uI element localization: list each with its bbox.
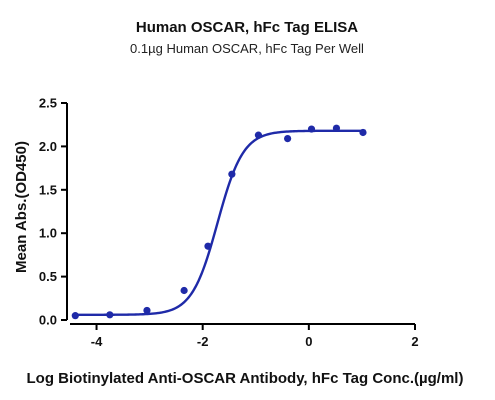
y-tick-label: 2.5	[39, 96, 57, 111]
data-point	[332, 124, 341, 132]
data-point	[359, 128, 367, 137]
data-point	[284, 134, 292, 143]
y-tick-label: 2.0	[39, 139, 57, 154]
data-point	[71, 312, 79, 320]
y-tick-label: 1.0	[39, 226, 57, 241]
data-point	[307, 125, 316, 133]
x-tick-label: 0	[305, 334, 312, 349]
x-axis-label: Log Biotinylated Anti-OSCAR Antibody, hF…	[27, 370, 464, 387]
data-point	[106, 311, 114, 319]
axes: 0.0 0.5 1.0 1.5 2.0 2.5 -4 -2 0 2	[39, 96, 419, 350]
chart-title: Human OSCAR, hFc Tag ELISA	[136, 19, 358, 36]
x-tick-label: -4	[91, 334, 103, 349]
y-tick-label: 0.0	[39, 313, 57, 328]
data-point	[180, 286, 188, 295]
y-axis-label: Mean Abs.(OD450)	[13, 141, 30, 273]
x-tick-label: 2	[411, 334, 418, 349]
y-tick-label: 1.5	[39, 182, 57, 197]
plot-area	[71, 124, 367, 320]
y-tick-label: 0.5	[39, 269, 57, 284]
data-point	[204, 242, 212, 250]
data-point	[143, 306, 151, 315]
chart-subtitle: 0.1µg Human OSCAR, hFc Tag Per Well	[130, 41, 364, 56]
x-tick-label: -2	[197, 334, 209, 349]
fit-curve	[72, 129, 366, 316]
data-point	[254, 131, 263, 139]
data-point	[228, 170, 236, 178]
